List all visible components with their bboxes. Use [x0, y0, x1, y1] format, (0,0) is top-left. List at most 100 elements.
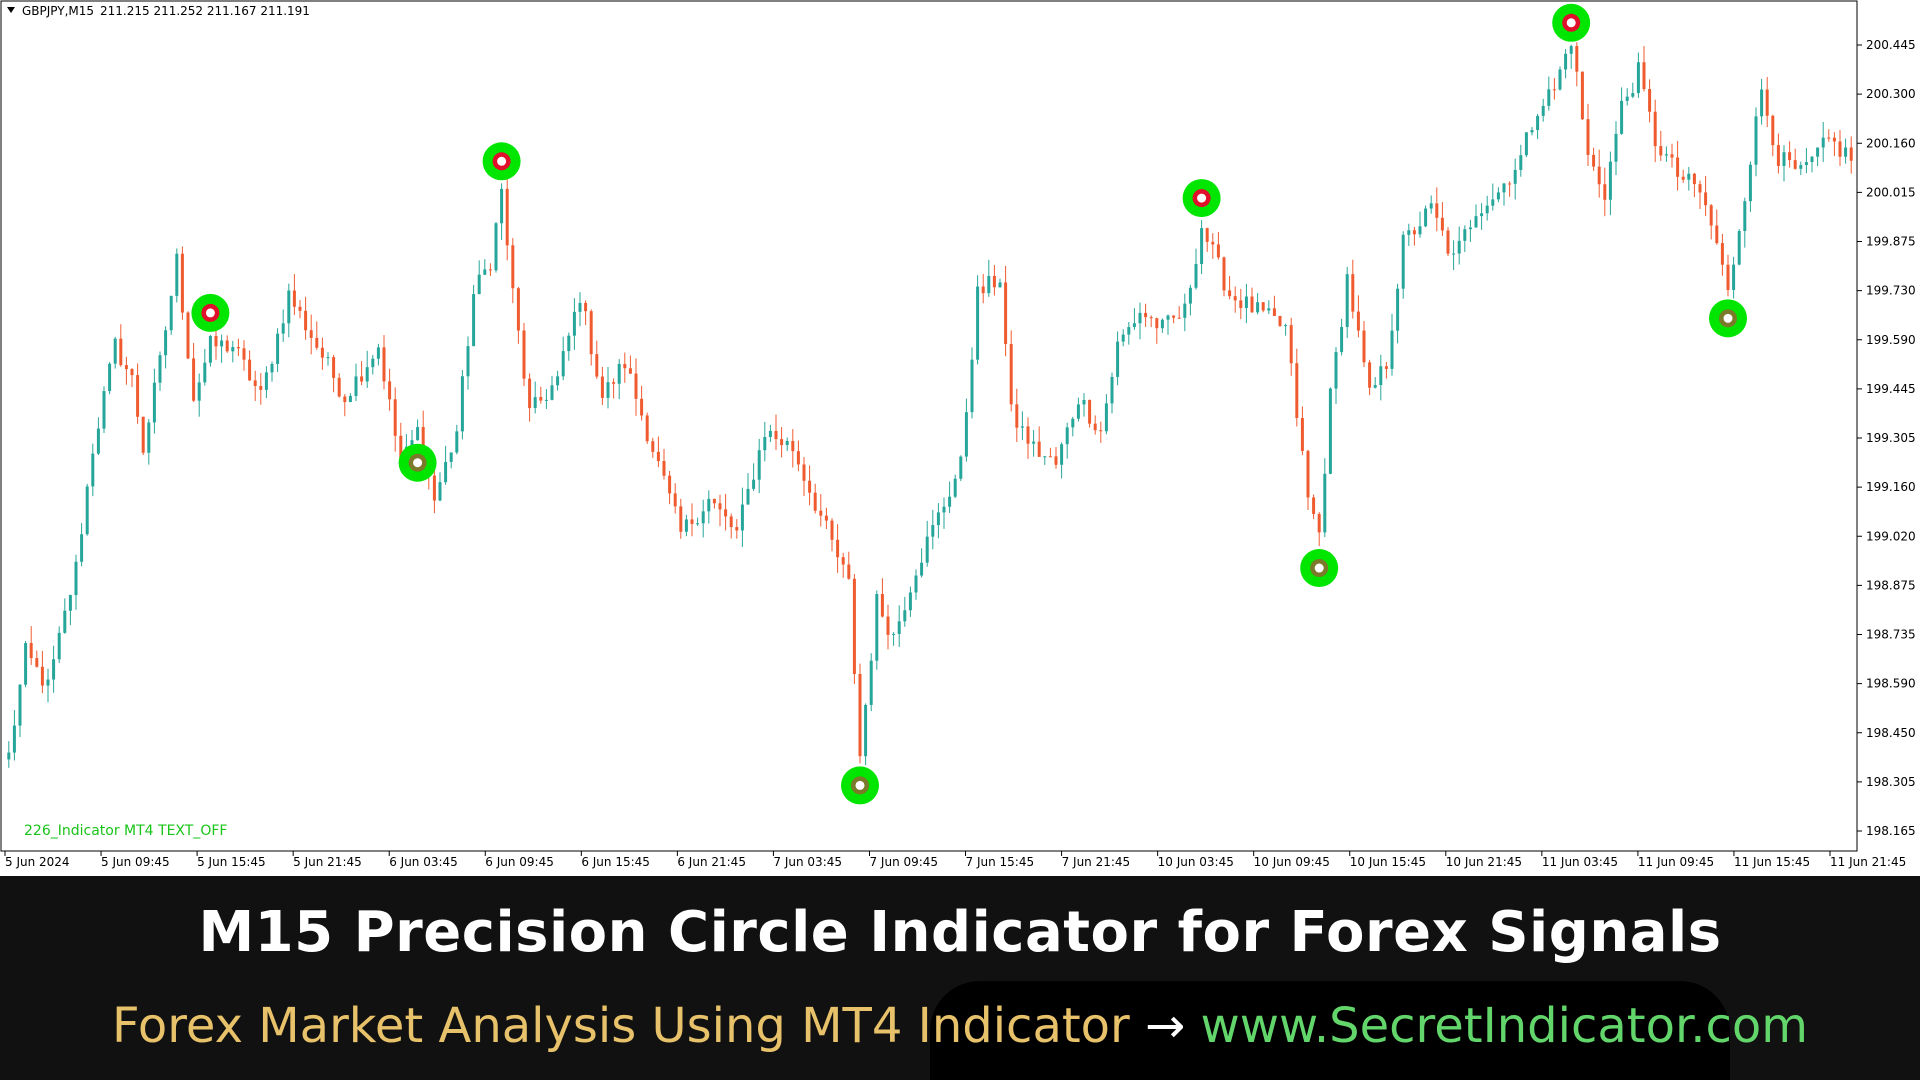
- candle-body: [1211, 241, 1215, 245]
- candle: [281, 309, 285, 342]
- candle-body: [1093, 423, 1097, 431]
- candle: [1726, 254, 1730, 297]
- candle: [1048, 447, 1052, 458]
- candle-body: [785, 440, 789, 446]
- chart-canvas[interactable]: 200.445 200.300 200.160 200.015 199.875 199.7…: [0, 0, 1920, 876]
- candle-body: [1379, 366, 1383, 386]
- candle: [315, 321, 319, 350]
- candle: [1715, 209, 1719, 245]
- candle: [987, 259, 991, 297]
- candle: [1009, 330, 1013, 412]
- candle: [1832, 132, 1836, 157]
- candle-body: [1496, 192, 1500, 200]
- candle-body: [589, 311, 593, 355]
- candle: [1676, 141, 1680, 191]
- candle-body: [679, 506, 683, 532]
- signal-center: [1723, 313, 1733, 323]
- candle-body: [444, 461, 448, 483]
- candle-body: [1216, 244, 1220, 258]
- candle: [1205, 227, 1209, 252]
- candle: [544, 389, 548, 409]
- candle-body: [1071, 418, 1075, 428]
- x-tick-label: 6 Jun 15:45: [581, 855, 650, 869]
- candle-body: [1323, 473, 1327, 533]
- candle: [740, 487, 744, 547]
- candle: [1071, 416, 1075, 437]
- candle: [108, 362, 112, 395]
- candle-body: [1849, 147, 1853, 161]
- candle: [1592, 147, 1596, 171]
- signal-circle-top: [191, 293, 230, 332]
- candle: [1261, 301, 1265, 313]
- candle-body: [270, 363, 274, 373]
- candle-body: [505, 188, 509, 246]
- candle-body: [1452, 253, 1456, 255]
- candle: [1580, 71, 1584, 120]
- candle: [348, 393, 352, 403]
- candle: [152, 368, 156, 434]
- candle: [1088, 399, 1092, 428]
- candle: [1407, 223, 1411, 246]
- candle: [1530, 126, 1534, 136]
- candle-body: [1267, 308, 1271, 311]
- candle-body: [1440, 217, 1444, 231]
- candle: [1776, 133, 1780, 174]
- candle: [1541, 98, 1545, 122]
- candle: [1065, 422, 1069, 459]
- candle-body: [567, 335, 571, 352]
- candle-body: [1737, 231, 1741, 265]
- candle: [836, 524, 840, 573]
- candle: [1149, 315, 1153, 328]
- price-chart[interactable]: 200.445 200.300 200.160 200.015 199.875 199.7…: [0, 0, 1920, 876]
- candle: [1838, 130, 1842, 166]
- candle-body: [522, 330, 526, 379]
- x-tick-label: 7 Jun 15:45: [966, 855, 1035, 869]
- candle-body: [701, 511, 705, 524]
- candle: [1228, 275, 1232, 300]
- candle: [768, 424, 772, 442]
- banner-website-link[interactable]: www.SecretIndicator.com: [1200, 998, 1809, 1054]
- candle: [1160, 318, 1164, 333]
- candle-body: [1155, 318, 1159, 329]
- candle-body: [18, 684, 22, 726]
- banner-subtitle-left: Forex Market Analysis Using MT4 Indicato…: [111, 998, 1130, 1054]
- candle: [1474, 204, 1478, 228]
- x-tick-label: 5 Jun 09:45: [101, 855, 170, 869]
- y-tick-label: 198.875: [1866, 578, 1916, 592]
- candle-body: [763, 437, 767, 451]
- candle: [382, 335, 386, 390]
- candle: [1429, 195, 1433, 214]
- candle-body: [1648, 89, 1652, 112]
- triangle-down-icon[interactable]: [7, 7, 15, 13]
- candle-body: [1037, 441, 1041, 457]
- candle: [1625, 88, 1629, 106]
- candle-body: [662, 461, 666, 476]
- y-tick-label: 199.590: [1866, 333, 1916, 347]
- candle-body: [707, 498, 711, 512]
- candle-body: [774, 430, 778, 440]
- candle: [175, 248, 179, 303]
- candle-body: [556, 376, 560, 386]
- signal-center: [855, 780, 865, 790]
- y-tick-label: 200.160: [1866, 136, 1916, 150]
- candle-body: [1368, 362, 1372, 388]
- candle-body: [791, 440, 795, 452]
- candle: [203, 348, 207, 386]
- candle: [1687, 166, 1691, 191]
- candle: [684, 514, 688, 537]
- candle: [85, 483, 89, 536]
- candle-body: [925, 536, 929, 563]
- candle: [1435, 187, 1439, 232]
- candle-body: [63, 610, 67, 633]
- candle-body: [1239, 300, 1243, 309]
- candle: [1765, 77, 1769, 128]
- candle-body: [712, 498, 716, 504]
- candle: [1121, 329, 1125, 347]
- candle: [651, 437, 655, 458]
- candle: [1743, 197, 1747, 248]
- candle: [1093, 415, 1097, 435]
- candle: [1614, 121, 1618, 176]
- candle: [1222, 256, 1226, 297]
- candle: [1653, 99, 1657, 163]
- candle: [908, 586, 912, 617]
